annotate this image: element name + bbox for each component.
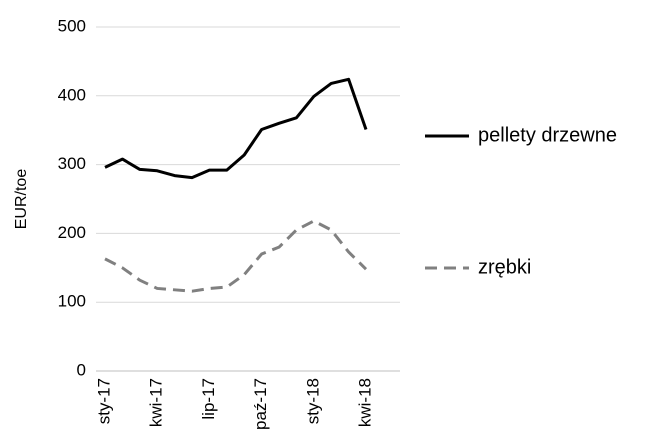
y-tick-label: 500 — [58, 16, 86, 35]
legend-label: pellety drzewne — [478, 124, 617, 146]
legend-label: zrębki — [478, 256, 531, 278]
y-axis-label: EUR/toe — [13, 169, 30, 230]
x-tick-label: kwi-18 — [355, 378, 374, 427]
x-tick-label: sty-17 — [94, 378, 113, 424]
x-tick-label: paź-17 — [251, 378, 270, 430]
y-tick-label: 300 — [58, 154, 86, 173]
x-tick-label: sty-18 — [303, 378, 322, 424]
y-tick-label: 100 — [58, 292, 86, 311]
y-tick-label: 400 — [58, 85, 86, 104]
x-tick-label: kwi-17 — [147, 378, 166, 427]
line-series — [104, 77, 368, 180]
y-tick-label: 200 — [58, 223, 86, 242]
y-tick-label: 0 — [77, 360, 86, 379]
line-series — [104, 219, 368, 293]
x-tick-label: lip-17 — [199, 378, 218, 420]
